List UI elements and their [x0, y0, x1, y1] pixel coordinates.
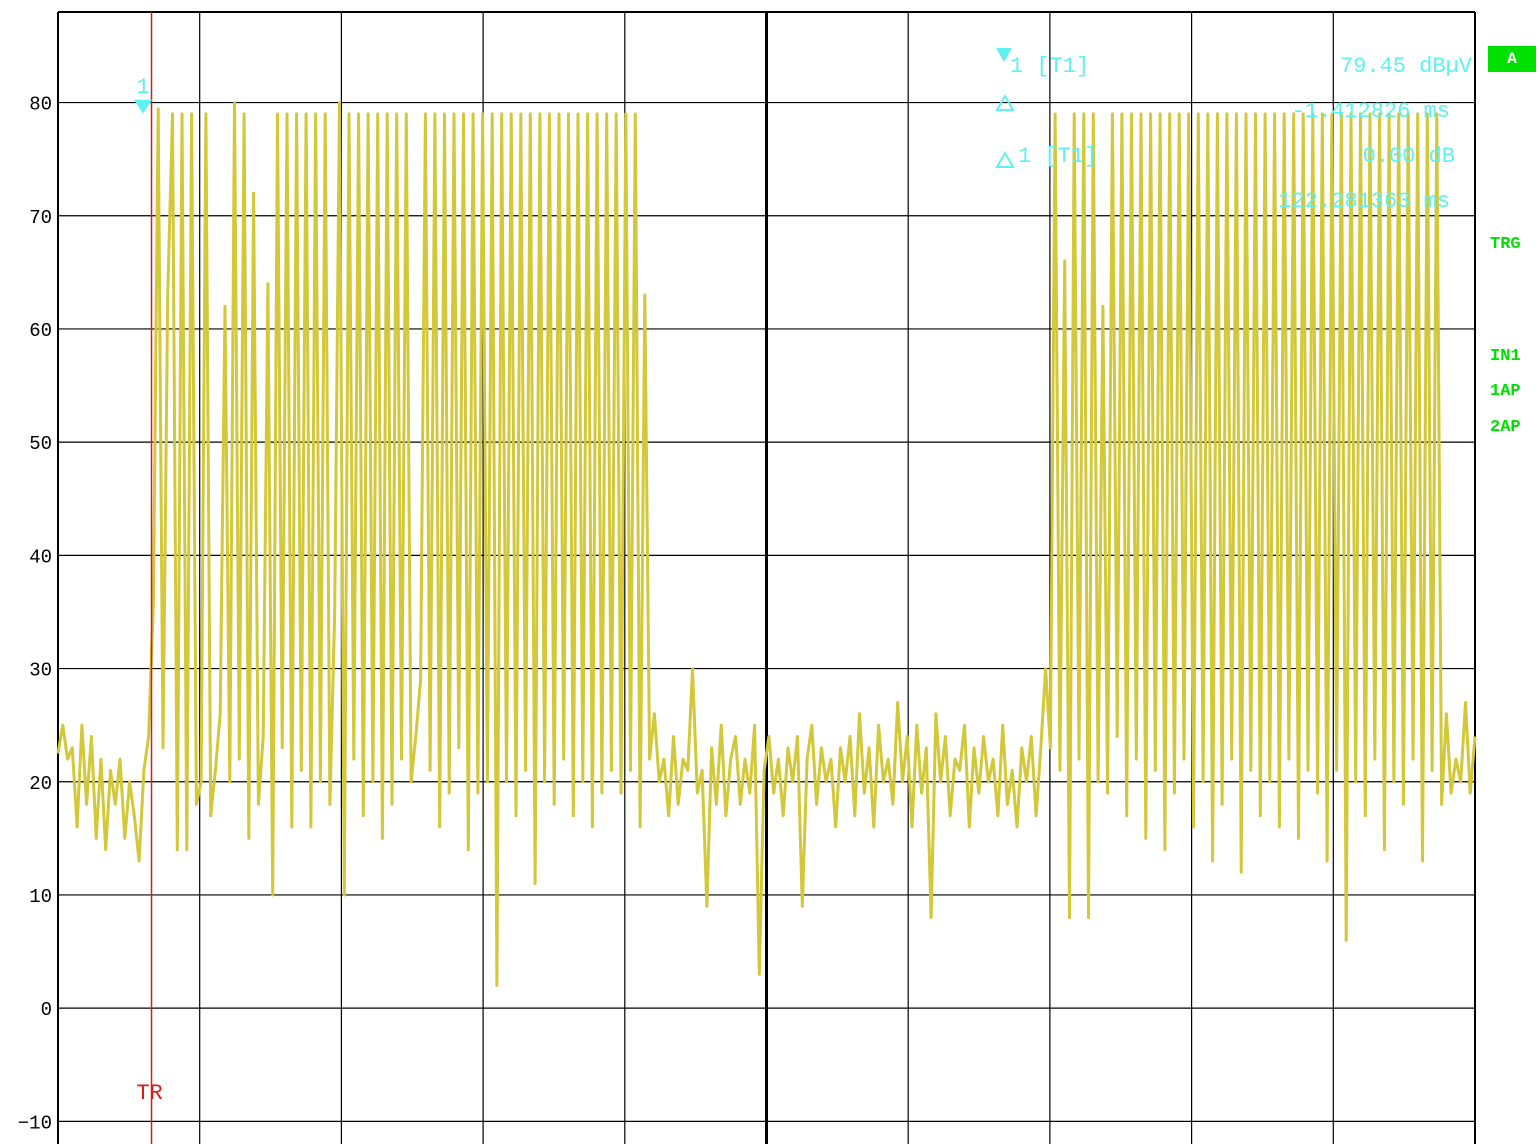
marker-1-value: 79.45 dBµV	[1340, 54, 1473, 79]
y-tick-label: 50	[29, 433, 52, 455]
y-tick-label: 20	[29, 773, 52, 795]
marker-1-time: -1.412826 ms	[1292, 99, 1450, 124]
y-tick-label: 80	[29, 94, 52, 116]
trace-series	[56, 101, 1477, 987]
y-tick-label: 30	[29, 660, 52, 682]
marker-1-triangle-icon	[134, 99, 153, 114]
y-tick-label: 10	[29, 886, 52, 908]
delta-1-time: 122.281363 ms	[1278, 189, 1450, 214]
2ap-indicator: 2AP	[1490, 418, 1521, 437]
marker-1-tag: 1	[136, 75, 149, 100]
trace-badge: A	[1488, 46, 1536, 72]
marker-readout: 1 [T1] 79.45 dBµV -1.412826 ms 1 [T1] 0.…	[995, 48, 1473, 214]
y-tick-label: −10	[18, 1112, 52, 1134]
delta-1-label: 1 [T1]	[1018, 144, 1097, 169]
y-tick-label: 60	[29, 320, 52, 342]
in1-indicator: IN1	[1490, 347, 1521, 366]
trigger-label: TR	[136, 1081, 162, 1106]
delta-triangle-icon	[995, 150, 1015, 168]
1ap-indicator: 1AP	[1490, 382, 1521, 401]
y-tick-label: 70	[29, 207, 52, 229]
y-axis-ticks: 80 70 60 50 40 30 20 10 0 −10	[18, 94, 52, 1135]
y-tick-label: 0	[41, 999, 52, 1021]
y-tick-label: 40	[29, 546, 52, 568]
delta-triangle-icon	[995, 93, 1015, 111]
trg-indicator: TRG	[1490, 235, 1521, 254]
delta-1-value: 0.00 dB	[1363, 144, 1455, 169]
marker-down-triangle-icon	[996, 48, 1012, 62]
marker-1-label: 1 [T1]	[1010, 54, 1089, 79]
